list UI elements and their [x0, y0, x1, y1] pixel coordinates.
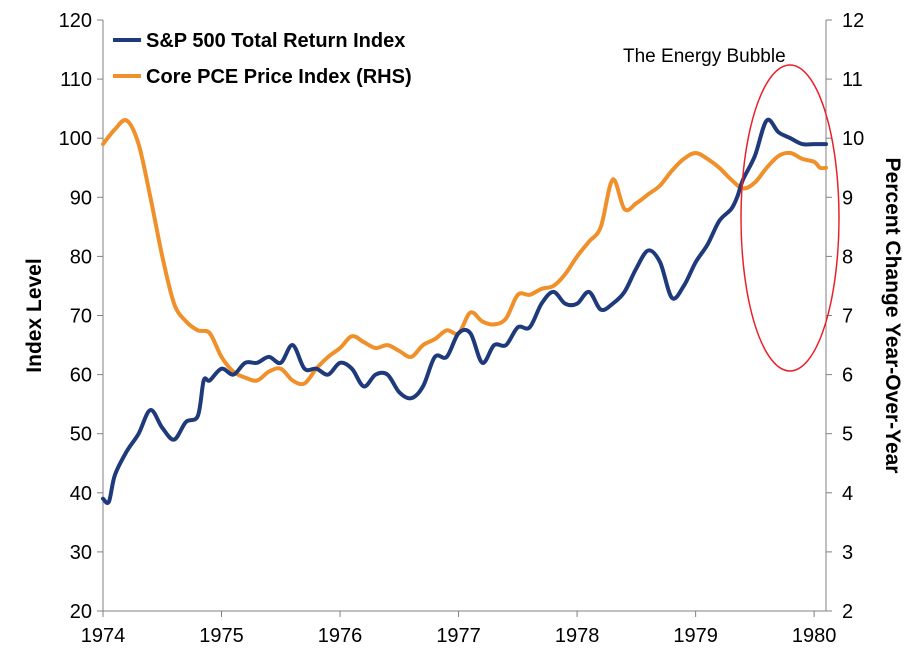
- y-left-tick-label: 110: [60, 69, 92, 91]
- y-right-tick-label: 6: [842, 365, 853, 387]
- overlay-layer: S&P 500 Total Return Index Core PCE Price…: [113, 30, 840, 372]
- series-layer: [101, 117, 828, 505]
- y-right-tick-label: 8: [842, 246, 853, 268]
- y-right-tick-label: 12: [842, 10, 864, 32]
- y-left-tick-label: 40: [70, 483, 92, 505]
- y-left-tick-label: 90: [70, 187, 92, 209]
- legend: S&P 500 Total Return Index Core PCE Price…: [113, 30, 412, 88]
- series-line-sp500-total-return: [101, 117, 828, 505]
- y-left-tick-label: 60: [70, 365, 92, 387]
- x-tick-label: 1977: [436, 625, 481, 647]
- y-right-tick-label: 10: [842, 128, 864, 150]
- y-axis-left-title: Index Level: [23, 258, 46, 372]
- x-tick-label: 1976: [318, 625, 363, 647]
- y-axis-right-title: Percent Change Year-Over-Year: [881, 158, 904, 474]
- x-tick-label: 1980: [792, 625, 837, 647]
- y-right-tick-label: 7: [842, 306, 853, 328]
- y-right-tick-label: 5: [842, 424, 853, 446]
- y-left-tick-label: 30: [70, 542, 92, 564]
- x-tick-label: 1978: [555, 625, 600, 647]
- annotation-energy-bubble: The Energy Bubble: [623, 46, 786, 67]
- x-tick-label: 1974: [81, 625, 126, 647]
- y-right-tick-label: 11: [842, 69, 863, 91]
- y-right-tick-label: 3: [842, 542, 853, 564]
- y-left-tick-label: 120: [59, 10, 92, 32]
- y-left-tick-label: 50: [70, 424, 92, 446]
- y-left-tick-label: 80: [70, 246, 92, 268]
- energy-bubble-ellipse: [740, 64, 840, 372]
- legend-label-sp500: S&P 500 Total Return Index: [146, 30, 405, 52]
- legend-label-pce: Core PCE Price Index (RHS): [146, 66, 412, 88]
- y-left-tick-label: 20: [70, 601, 92, 623]
- axes: 20 30 40 50 60 70 80 90 100 110 120 2 3 4 5 6 7 8 9 10 11 12 1…: [23, 10, 904, 647]
- x-tick-label: 1979: [673, 625, 718, 647]
- y-right-tick-label: 4: [842, 483, 853, 505]
- y-left-tick-label: 70: [70, 306, 92, 328]
- y-right-tick-label: 9: [842, 187, 853, 209]
- series-line-core-pce: [101, 118, 828, 387]
- y-left-tick-label: 100: [59, 128, 92, 150]
- x-tick-label: 1975: [199, 625, 244, 647]
- y-right-tick-label: 2: [842, 601, 853, 623]
